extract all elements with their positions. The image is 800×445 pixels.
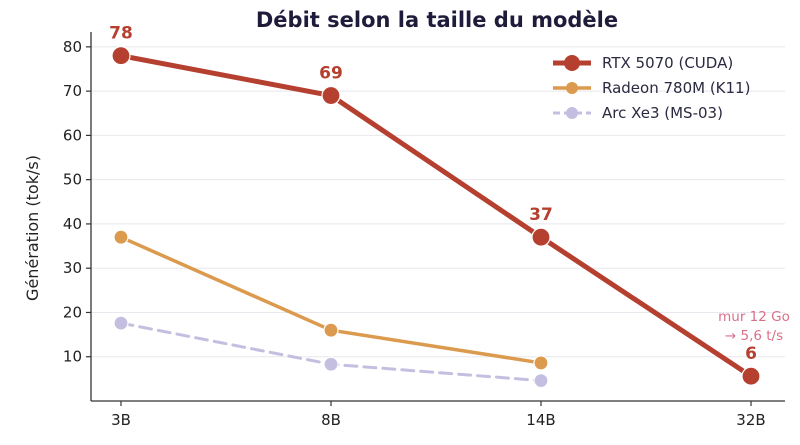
data-point <box>113 315 129 331</box>
series-layer <box>111 46 761 389</box>
data-point <box>321 85 341 106</box>
series-line <box>119 235 543 365</box>
legend-swatch-marker <box>566 107 578 119</box>
data-point <box>533 373 549 389</box>
y-tick-label: 50 <box>63 171 82 189</box>
series-line <box>118 53 754 379</box>
annotation-text: mur 12 Go <box>718 309 790 325</box>
x-tick-label: 3B <box>111 411 131 429</box>
data-point <box>323 356 339 372</box>
grid <box>91 46 785 358</box>
data-label: 78 <box>109 24 133 44</box>
data-point <box>323 322 339 338</box>
data-point <box>113 229 129 245</box>
chart-title: Débit selon la taille du modèle <box>256 8 618 32</box>
y-axis-label: Génération (tok/s) <box>23 155 42 301</box>
legend-label: Radeon 780M (K11) <box>602 79 750 97</box>
data-labels: 78 69 37 6 <box>109 24 757 365</box>
data-point <box>533 355 549 371</box>
data-label: 6 <box>745 344 757 364</box>
data-point <box>741 366 761 386</box>
annotation: mur 12 Go → 5,6 t/s <box>718 309 790 344</box>
axes: 10 20 30 40 50 60 70 80 3B 8B 14B 32B <box>63 32 785 429</box>
y-tick-label: 70 <box>63 82 82 100</box>
legend-swatch-marker <box>566 82 578 94</box>
data-point <box>531 227 551 247</box>
legend-label: RTX 5070 (CUDA) <box>602 54 733 72</box>
data-point <box>111 46 131 66</box>
y-tick-label: 80 <box>63 38 82 56</box>
y-tick-label: 40 <box>63 215 82 233</box>
legend-label: Arc Xe3 (MS-03) <box>602 104 723 122</box>
legend-swatch-marker <box>564 55 580 71</box>
x-tick-label: 32B <box>736 411 765 429</box>
data-label: 37 <box>529 205 553 225</box>
legend: RTX 5070 (CUDA) Radeon 780M (K11) Arc Xe3 … <box>553 54 750 122</box>
y-tick-label: 30 <box>63 259 82 277</box>
y-tick-label: 10 <box>63 348 82 366</box>
x-tick-label: 8B <box>321 411 341 429</box>
annotation-text: → 5,6 t/s <box>725 328 783 344</box>
data-label: 69 <box>319 64 343 84</box>
y-tick-label: 60 <box>63 126 82 144</box>
x-tick-label: 14B <box>526 411 555 429</box>
y-tick-label: 20 <box>63 303 82 321</box>
